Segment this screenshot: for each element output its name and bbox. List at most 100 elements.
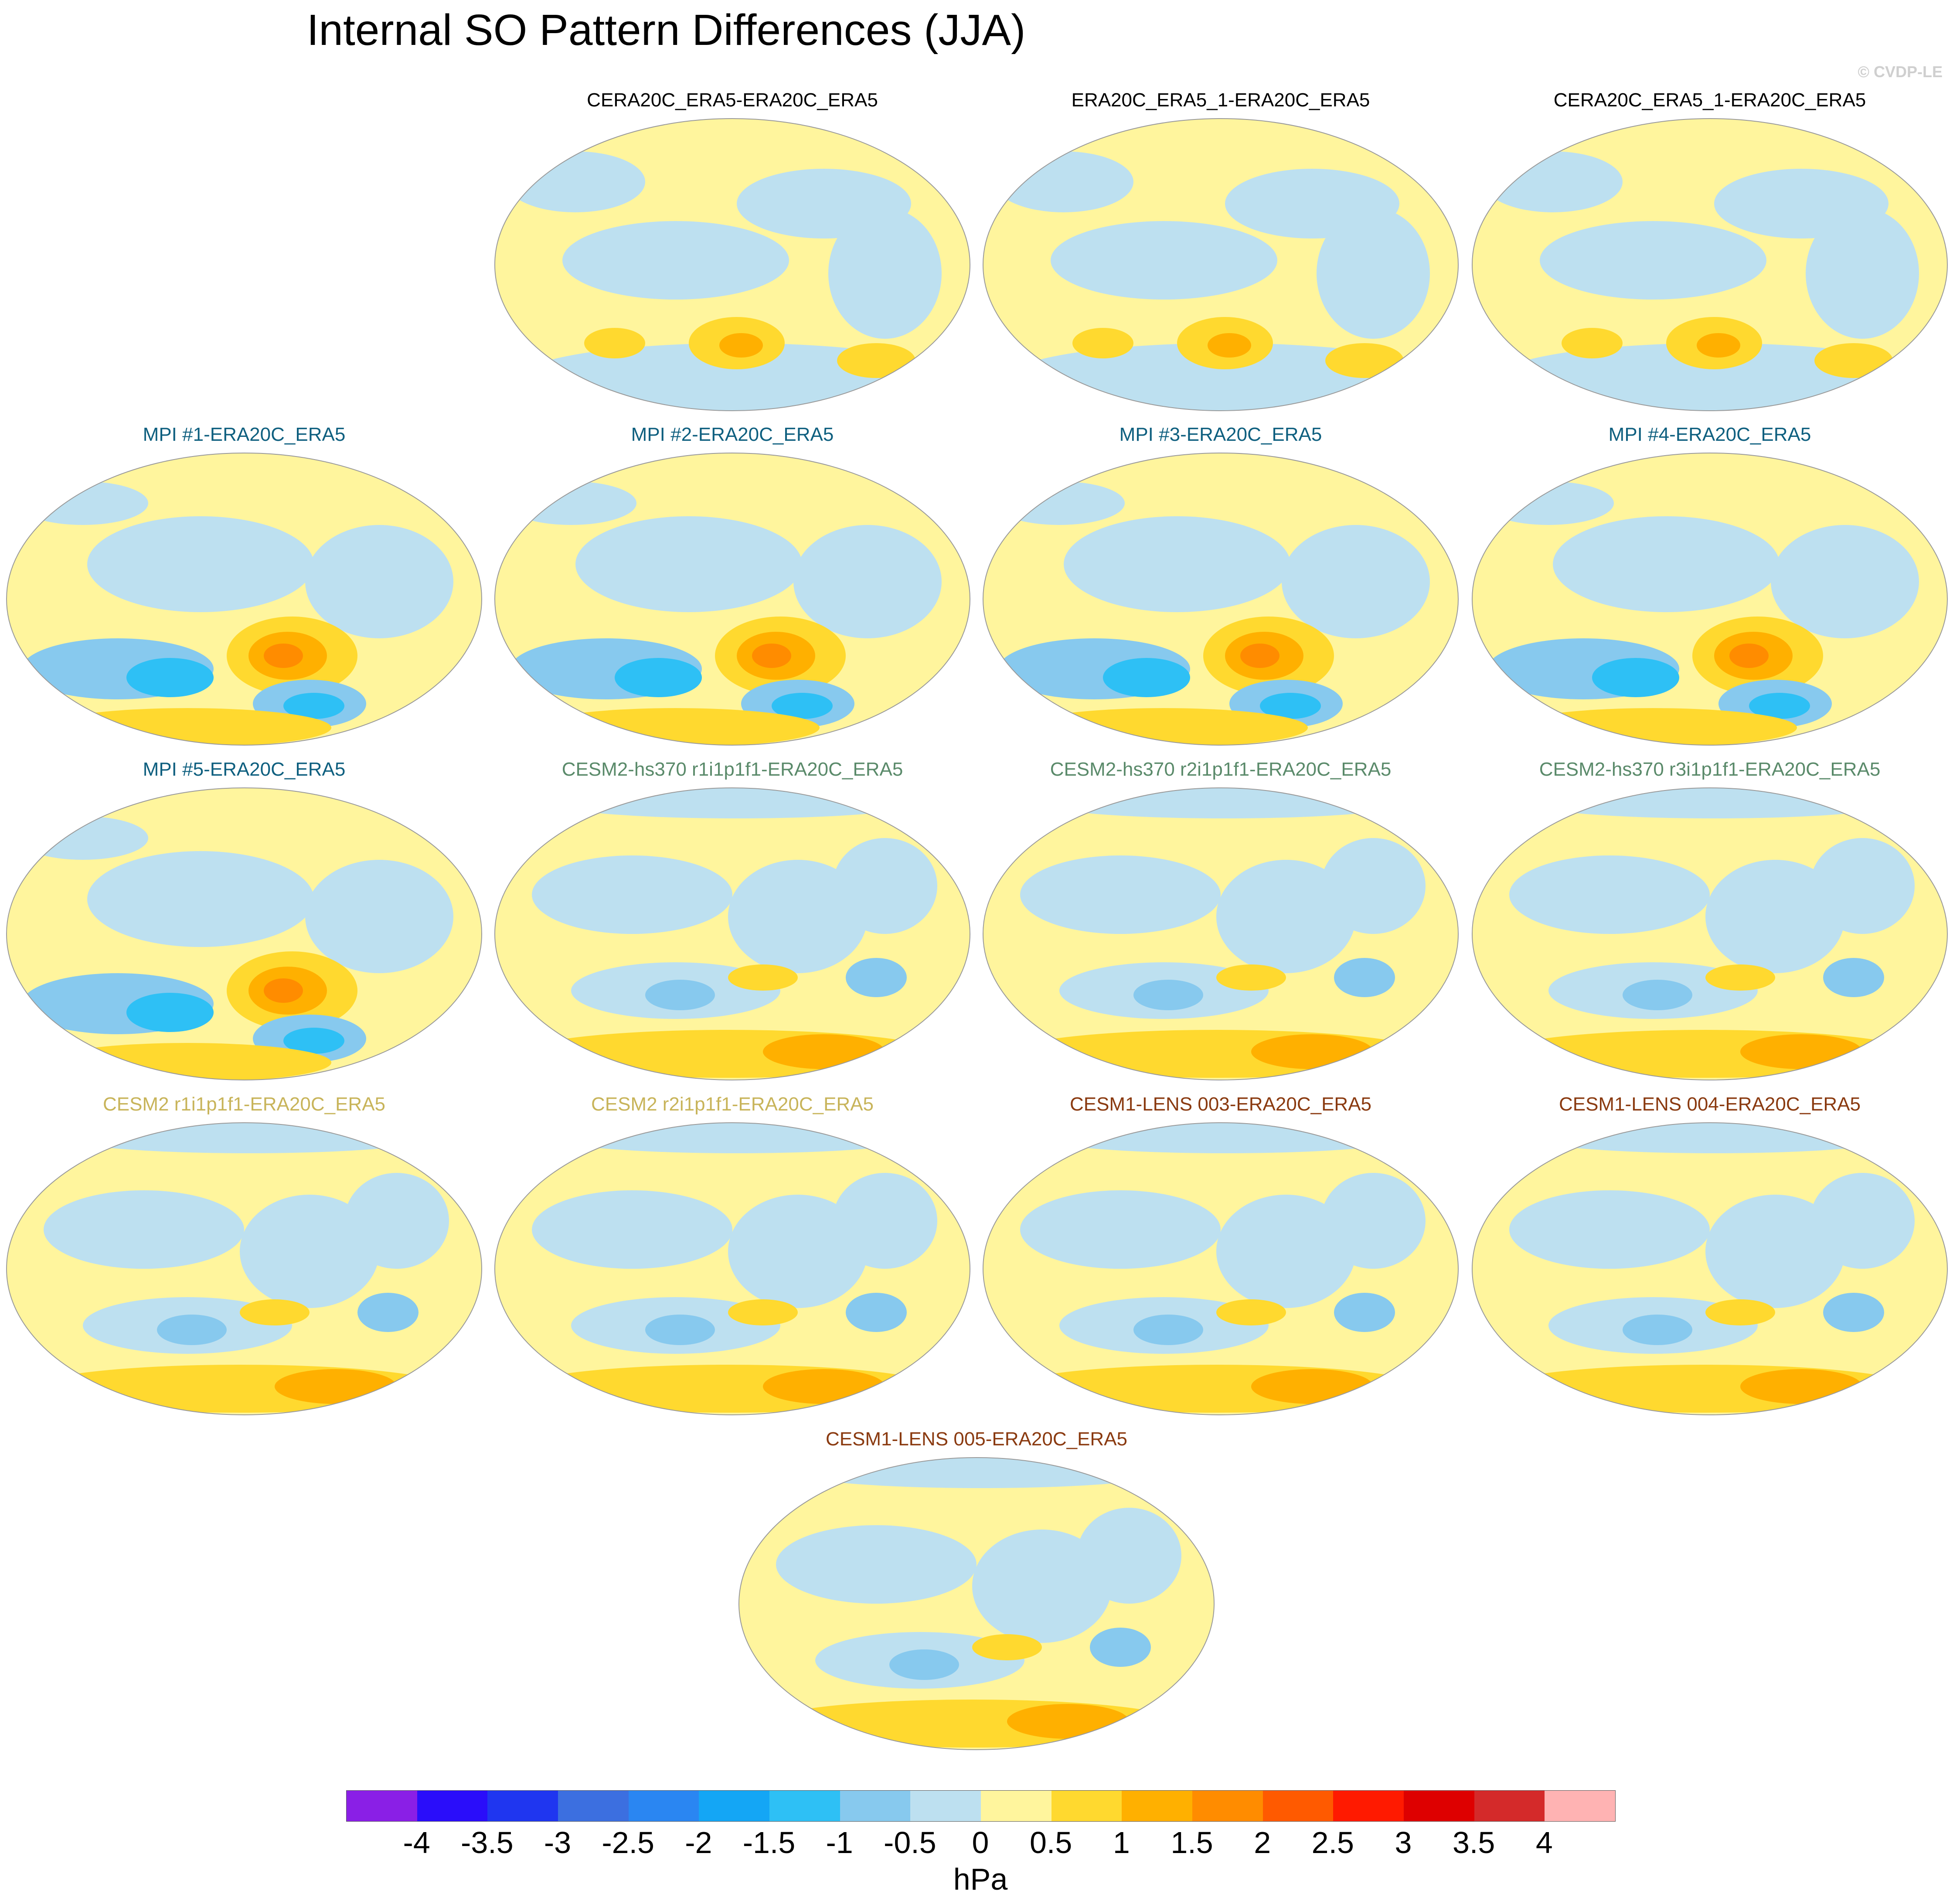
pressure-anomaly-negative — [1051, 221, 1277, 300]
colorbar-tick-label: 1 — [1113, 1826, 1130, 1860]
pressure-anomaly-negative — [828, 208, 942, 339]
colorbar-tick-label: 1.5 — [1171, 1826, 1213, 1860]
pressure-anomaly-negative — [1592, 658, 1679, 697]
pressure-anomaly-negative — [1509, 1190, 1710, 1269]
colorbar-swatch — [840, 1791, 911, 1821]
pressure-anomaly-positive — [1705, 1299, 1775, 1325]
world-map — [494, 1122, 970, 1415]
panel-title: ERA20C_ERA5_1-ERA20C_ERA5 — [1071, 89, 1370, 111]
pressure-anomaly-negative — [1260, 693, 1321, 719]
pressure-anomaly-positive — [728, 964, 798, 991]
pressure-anomaly-positive — [1208, 333, 1251, 358]
pressure-anomaly-negative — [889, 1649, 959, 1680]
pressure-anomaly-negative — [772, 693, 833, 719]
pressure-anomaly-negative — [1064, 516, 1290, 612]
map-outline — [738, 1457, 1215, 1750]
pressure-anomaly-negative — [575, 516, 802, 612]
colorbar-tick-label: -2.5 — [602, 1826, 654, 1860]
map-outline — [6, 1122, 482, 1415]
colorbar-units: hPa — [953, 1862, 1008, 1896]
map-panel: MPI #4-ERA20C_ERA5 — [1470, 424, 1950, 746]
pressure-anomaly-positive — [1697, 333, 1740, 358]
pressure-anomaly-negative — [798, 1458, 1164, 1488]
pressure-anomaly-negative — [1540, 221, 1766, 300]
pressure-anomaly-negative — [554, 788, 920, 818]
pressure-anomaly-positive — [1240, 644, 1279, 668]
pressure-anomaly-negative — [554, 1123, 920, 1153]
pressure-anomaly-negative — [506, 151, 645, 212]
colorbar-swatch — [628, 1791, 699, 1821]
colorbar-tick-label: -1.5 — [742, 1826, 796, 1860]
pressure-anomaly-positive — [519, 1030, 937, 1078]
pressure-anomaly-negative — [1531, 788, 1897, 818]
pressure-anomaly-negative — [17, 481, 148, 525]
pressure-anomaly-positive — [1216, 1299, 1286, 1325]
pressure-anomaly-positive — [1072, 328, 1133, 358]
pressure-anomaly-negative — [1042, 788, 1408, 818]
pressure-anomaly-negative — [1334, 958, 1395, 997]
pressure-anomaly-negative — [1133, 980, 1203, 1010]
map-panel: CESM1-LENS 004-ERA20C_ERA5 — [1470, 1094, 1950, 1416]
world-map — [1472, 787, 1948, 1080]
pressure-anomaly-negative — [1483, 151, 1623, 212]
pressure-anomaly-negative — [1317, 208, 1430, 339]
pressure-anomaly-positive — [1562, 328, 1623, 358]
world-map — [983, 453, 1459, 746]
pressure-anomaly-negative — [532, 855, 732, 934]
world-map — [6, 453, 482, 746]
world-map — [738, 1457, 1215, 1750]
panel-title: CESM2-hs370 r3i1p1f1-ERA20C_ERA5 — [1539, 759, 1881, 780]
colorbar-swatch — [981, 1791, 1051, 1821]
pressure-anomaly-negative — [1509, 855, 1710, 934]
map-panel: CESM1-LENS 005-ERA20C_ERA5 — [737, 1428, 1216, 1751]
panel-title: CERA20C_ERA5_1-ERA20C_ERA5 — [1553, 89, 1866, 111]
world-map — [494, 453, 970, 746]
colorbar-tick-label: 2.5 — [1311, 1826, 1354, 1860]
pressure-anomaly-positive — [763, 1034, 885, 1069]
pressure-anomaly-negative — [1020, 855, 1221, 934]
pressure-anomaly-negative — [126, 658, 214, 697]
pressure-anomaly-negative — [1749, 693, 1810, 719]
panel-title: CESM2-hs370 r2i1p1f1-ERA20C_ERA5 — [1050, 759, 1392, 780]
colorbar-tick-label: 3 — [1395, 1826, 1412, 1860]
map-outline — [6, 787, 482, 1080]
world-map — [1472, 118, 1948, 411]
pressure-anomaly-positive — [837, 343, 915, 378]
pressure-anomaly-negative — [87, 516, 314, 612]
pressure-anomaly-positive — [1216, 964, 1286, 991]
pressure-anomaly-positive — [1814, 343, 1893, 378]
map-outline — [1472, 787, 1948, 1080]
pressure-anomaly-positive — [240, 1299, 310, 1325]
map-outline — [983, 453, 1459, 746]
colorbar-tick-label: 2 — [1254, 1826, 1271, 1860]
pressure-anomaly-positive — [763, 1369, 885, 1404]
colorbar-tick-label: -0.5 — [884, 1826, 936, 1860]
map-outline — [6, 453, 482, 746]
pressure-anomaly-positive — [1729, 644, 1769, 668]
pressure-anomaly-positive — [1496, 1030, 1915, 1078]
world-map — [494, 787, 970, 1080]
pressure-anomaly-negative — [126, 993, 214, 1032]
pressure-anomaly-positive — [44, 708, 331, 745]
map-panel: CESM2 r2i1p1f1-ERA20C_ERA5 — [493, 1094, 972, 1416]
map-outline — [983, 118, 1459, 411]
pressure-anomaly-negative — [1334, 1293, 1395, 1332]
pressure-anomaly-negative — [1020, 1190, 1221, 1269]
pressure-anomaly-negative — [994, 481, 1125, 525]
pressure-anomaly-positive — [1705, 964, 1775, 991]
pressure-anomaly-negative — [615, 658, 702, 697]
pressure-anomaly-positive — [264, 978, 303, 1003]
colorbar-swatch — [1122, 1791, 1193, 1821]
world-map — [983, 1122, 1459, 1415]
pressure-anomaly-negative — [994, 151, 1133, 212]
world-map — [983, 118, 1459, 411]
map-outline — [983, 1122, 1459, 1415]
pressure-anomaly-negative — [87, 851, 314, 947]
pressure-anomaly-negative — [506, 481, 636, 525]
pressure-anomaly-negative — [1623, 1315, 1692, 1345]
map-panel: MPI #2-ERA20C_ERA5 — [493, 424, 972, 746]
pressure-anomaly-negative — [1531, 1123, 1897, 1153]
pressure-anomaly-negative — [1077, 1508, 1181, 1604]
pressure-anomaly-negative — [833, 1173, 937, 1269]
pressure-anomaly-negative — [1042, 1123, 1408, 1153]
